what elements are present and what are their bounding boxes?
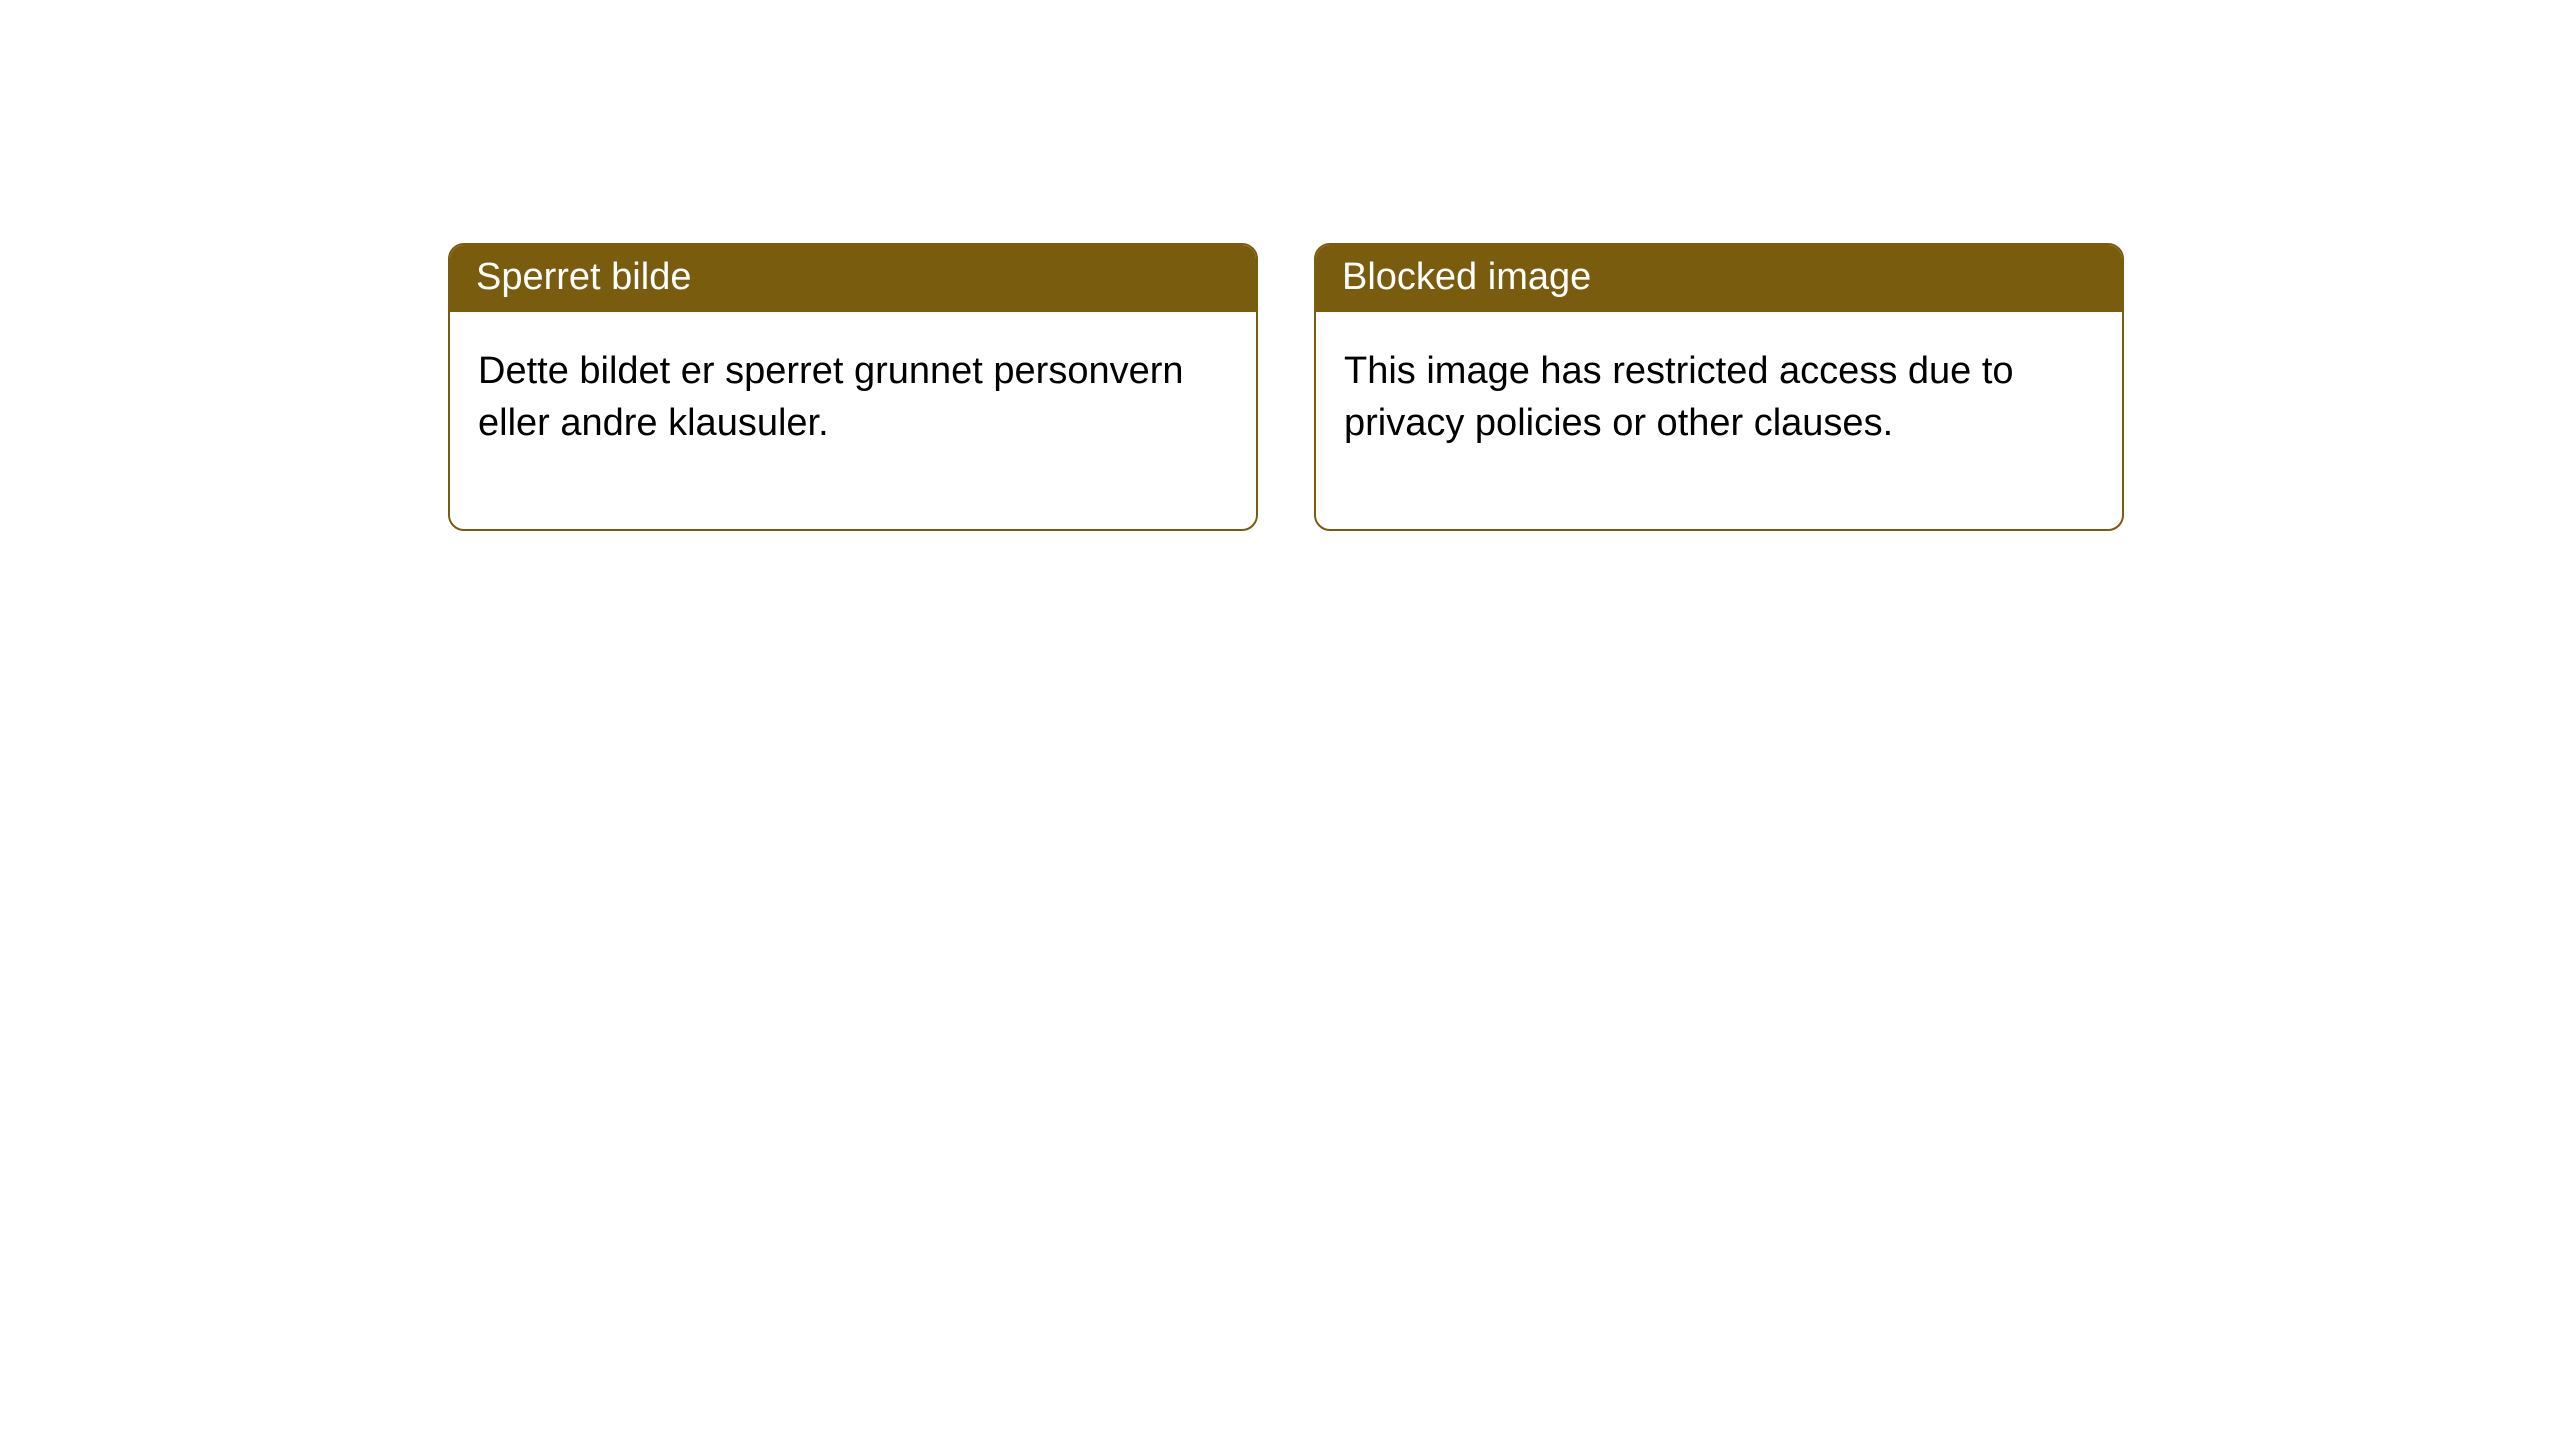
notice-text: This image has restricted access due to … <box>1344 350 2014 443</box>
notice-title: Blocked image <box>1342 256 1591 298</box>
notice-container: Sperret bilde Dette bildet er sperret gr… <box>0 0 2560 531</box>
notice-header: Blocked image <box>1316 245 2122 312</box>
notice-body: Dette bildet er sperret grunnet personve… <box>450 312 1256 529</box>
notice-box-norwegian: Sperret bilde Dette bildet er sperret gr… <box>448 243 1258 531</box>
notice-text: Dette bildet er sperret grunnet personve… <box>478 350 1184 443</box>
notice-header: Sperret bilde <box>450 245 1256 312</box>
notice-title: Sperret bilde <box>476 256 691 298</box>
notice-box-english: Blocked image This image has restricted … <box>1314 243 2124 531</box>
notice-body: This image has restricted access due to … <box>1316 312 2122 529</box>
